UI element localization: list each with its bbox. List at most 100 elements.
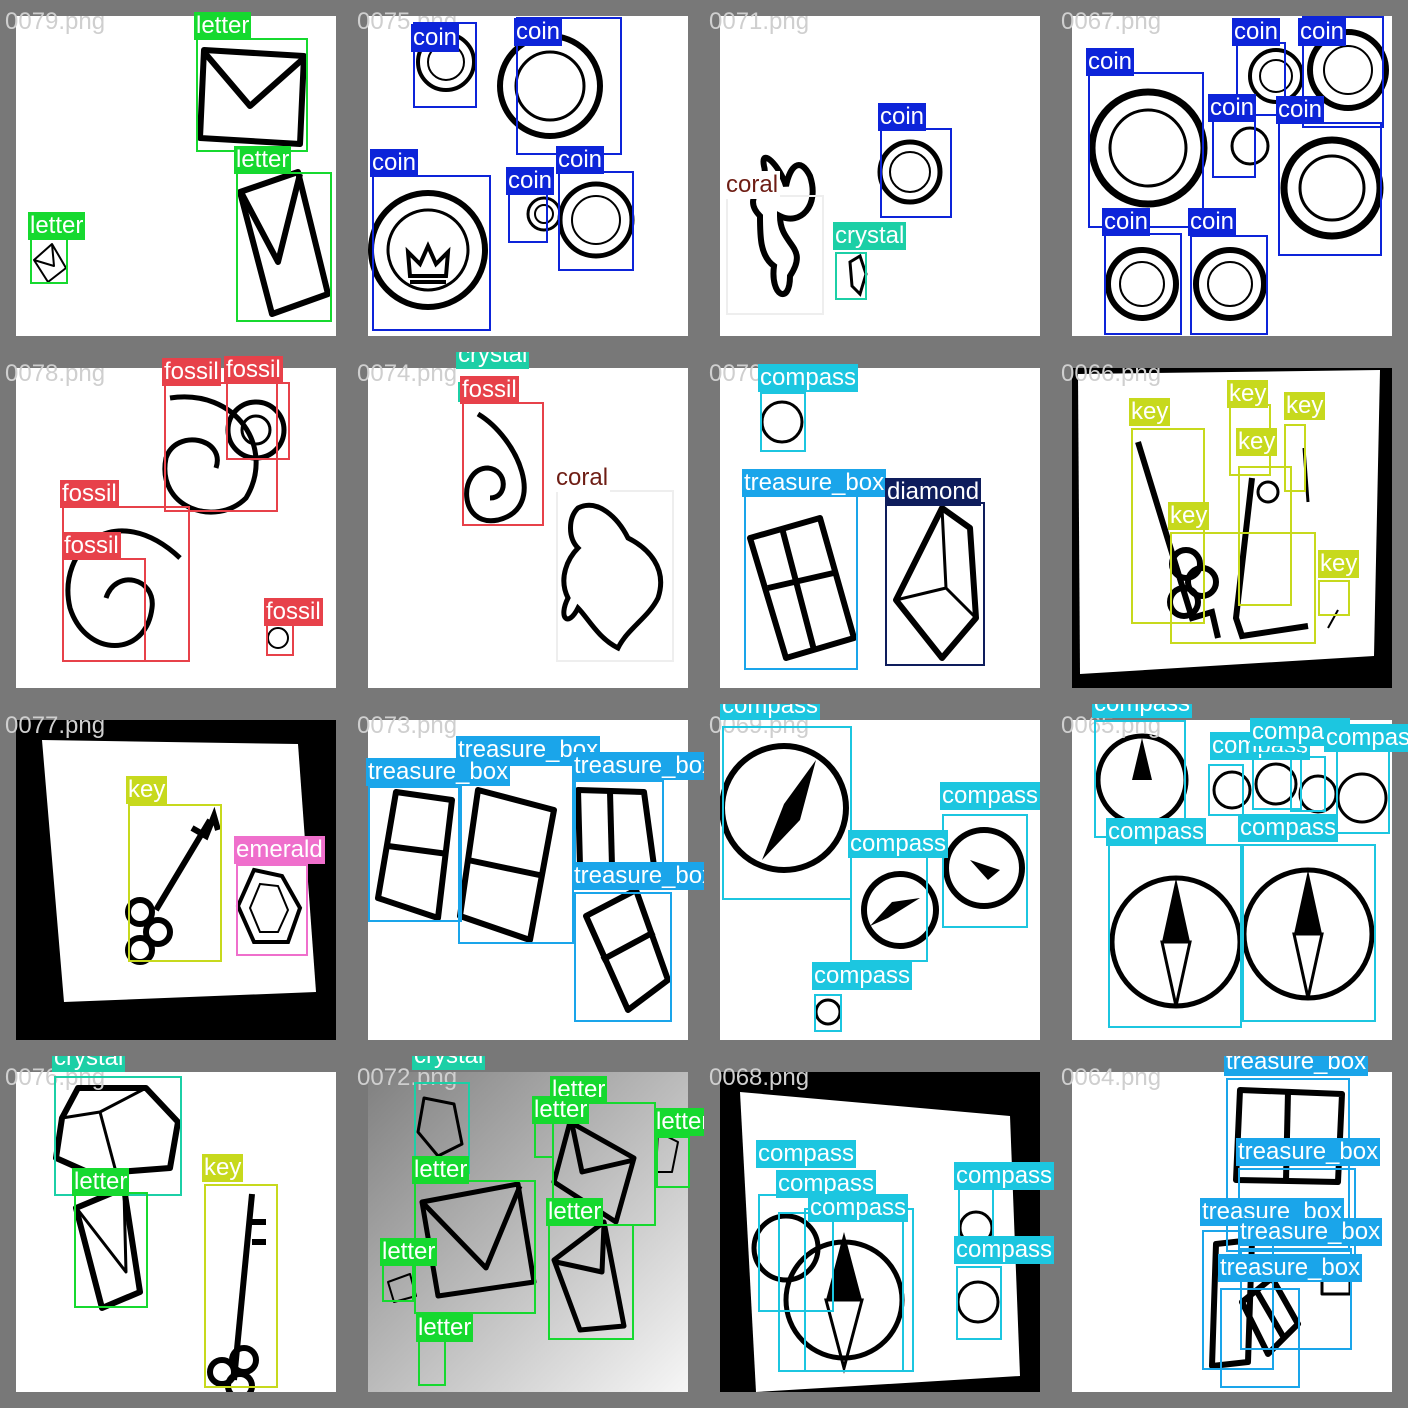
bounding-box bbox=[1104, 233, 1182, 335]
class-label: crystal bbox=[412, 1056, 486, 1070]
bounding-box bbox=[726, 195, 824, 315]
class-label: key bbox=[1129, 398, 1171, 426]
tile-0070[interactable]: 0070.png compass treasure_box diamond bbox=[704, 352, 1056, 704]
class-label: treasure_box bbox=[572, 862, 704, 890]
bounding-box bbox=[382, 1262, 414, 1302]
bounding-box bbox=[418, 1340, 446, 1386]
tile-0065[interactable]: 0065.png compass compass compass compass… bbox=[1056, 704, 1408, 1056]
file-name: 0067.png bbox=[1061, 8, 1162, 35]
class-label: compass bbox=[1106, 818, 1207, 846]
class-label: letter bbox=[72, 1168, 130, 1196]
tile-0073[interactable]: 0073.png treasure_box treasure_box treas… bbox=[352, 704, 704, 1056]
bounding-box bbox=[196, 38, 308, 152]
bounding-box bbox=[958, 1188, 994, 1238]
file-name: 0068.png bbox=[709, 1064, 810, 1091]
tile-0069[interactable]: 0069.png compass compass compass compass bbox=[704, 704, 1056, 1056]
bounding-box bbox=[1284, 424, 1306, 492]
tile-0068[interactable]: 0068.png compass compass compass compass… bbox=[704, 1056, 1056, 1408]
class-label: diamond bbox=[885, 478, 982, 506]
class-label: treasure_box bbox=[366, 758, 511, 786]
class-label: key bbox=[1227, 380, 1269, 408]
class-label: compass bbox=[756, 1140, 857, 1168]
class-label: treasure_box bbox=[572, 752, 704, 780]
tile-0075[interactable]: 0075.png coin coin coin coin coin bbox=[352, 0, 704, 352]
class-label: compass bbox=[776, 1170, 877, 1198]
tile-0066[interactable]: 0066.png key key key key key key bbox=[1056, 352, 1408, 704]
class-label: compass bbox=[1238, 814, 1339, 842]
bounding-box bbox=[74, 1192, 148, 1308]
bounding-box bbox=[413, 22, 477, 108]
class-label: crystal bbox=[833, 222, 907, 250]
bounding-box bbox=[558, 171, 634, 271]
class-label: coin bbox=[878, 103, 927, 131]
bounding-box bbox=[62, 558, 146, 662]
class-label: coin bbox=[514, 18, 563, 46]
file-name: 0079.png bbox=[5, 8, 106, 35]
bounding-box bbox=[835, 252, 867, 300]
bounding-box bbox=[204, 1184, 278, 1388]
file-name: 0078.png bbox=[5, 360, 106, 387]
bounding-box bbox=[574, 892, 672, 1022]
class-label: letter bbox=[234, 146, 292, 174]
class-label: treasure_box bbox=[1236, 1138, 1381, 1166]
thumbnail bbox=[720, 368, 1040, 688]
bounding-box bbox=[722, 726, 852, 900]
bounding-box bbox=[1240, 1248, 1352, 1350]
bounding-box bbox=[1190, 235, 1268, 335]
class-label: treasure_box bbox=[1218, 1254, 1363, 1282]
class-label: compass bbox=[848, 830, 949, 858]
class-label: coin bbox=[506, 167, 555, 195]
class-label: letter bbox=[416, 1314, 474, 1342]
thumbnail bbox=[16, 16, 336, 336]
bounding-box bbox=[1088, 72, 1204, 228]
file-name: 0074.png bbox=[357, 360, 458, 387]
bounding-box bbox=[236, 172, 332, 322]
bounding-box bbox=[1302, 16, 1384, 128]
class-label: compass bbox=[954, 1236, 1055, 1264]
tile-0064[interactable]: 0064.png treasure_box treasure_box treas… bbox=[1056, 1056, 1408, 1408]
class-label: letter bbox=[194, 12, 252, 40]
tile-0077[interactable]: 0077.png key emerald bbox=[0, 704, 352, 1056]
bounding-box bbox=[880, 128, 952, 218]
thumbnail bbox=[368, 368, 688, 688]
class-label: treasure_box bbox=[742, 469, 887, 497]
thumbnail bbox=[16, 368, 336, 688]
class-label: coin bbox=[1102, 208, 1151, 236]
class-label: crystal bbox=[52, 1056, 126, 1072]
bounding-box bbox=[574, 780, 664, 866]
tile-0079[interactable]: 0079.png letter letter letter bbox=[0, 0, 352, 352]
class-label: letter bbox=[380, 1238, 438, 1266]
tile-0072[interactable]: 0072.png crystal letter letter letter le… bbox=[352, 1056, 704, 1408]
class-label: coin bbox=[1232, 18, 1281, 46]
tile-0076[interactable]: 0076.png crystal letter key bbox=[0, 1056, 352, 1408]
tile-0078[interactable]: 0078.png fossil fossil fossil fossil fos… bbox=[0, 352, 352, 704]
bounding-box bbox=[266, 624, 294, 656]
class-label: coin bbox=[370, 149, 419, 177]
tile-0071[interactable]: 0071.png coin coral crystal bbox=[704, 0, 1056, 352]
bounding-box bbox=[1278, 122, 1382, 256]
bounding-box bbox=[656, 1136, 690, 1188]
bounding-box bbox=[760, 392, 806, 452]
file-name: 0073.png bbox=[357, 712, 458, 739]
class-label: treasure_box bbox=[1238, 1218, 1383, 1246]
bounding-box bbox=[1336, 750, 1390, 834]
bounding-box bbox=[556, 490, 674, 662]
class-label: coin bbox=[1208, 94, 1257, 122]
bounding-box bbox=[1318, 580, 1350, 616]
class-label: key bbox=[1318, 550, 1360, 578]
bounding-box bbox=[1170, 532, 1316, 644]
bounding-box bbox=[128, 804, 222, 962]
class-label: coin bbox=[1188, 208, 1237, 236]
thumbnail bbox=[16, 720, 336, 1040]
class-label: coin bbox=[1086, 48, 1135, 76]
bounding-box bbox=[1212, 118, 1256, 178]
class-label: key bbox=[202, 1154, 244, 1182]
class-label: compass bbox=[758, 364, 859, 392]
tile-0067[interactable]: 0067.png coin coin coin coin coin coin c… bbox=[1056, 0, 1408, 352]
file-name: 0077.png bbox=[5, 712, 106, 739]
class-label: compass bbox=[808, 1194, 909, 1222]
class-label: compass bbox=[1324, 724, 1408, 752]
tile-0074[interactable]: 0074.png crystal fossil coral bbox=[352, 352, 704, 704]
bounding-box bbox=[462, 402, 544, 526]
file-name: 0071.png bbox=[709, 8, 810, 35]
